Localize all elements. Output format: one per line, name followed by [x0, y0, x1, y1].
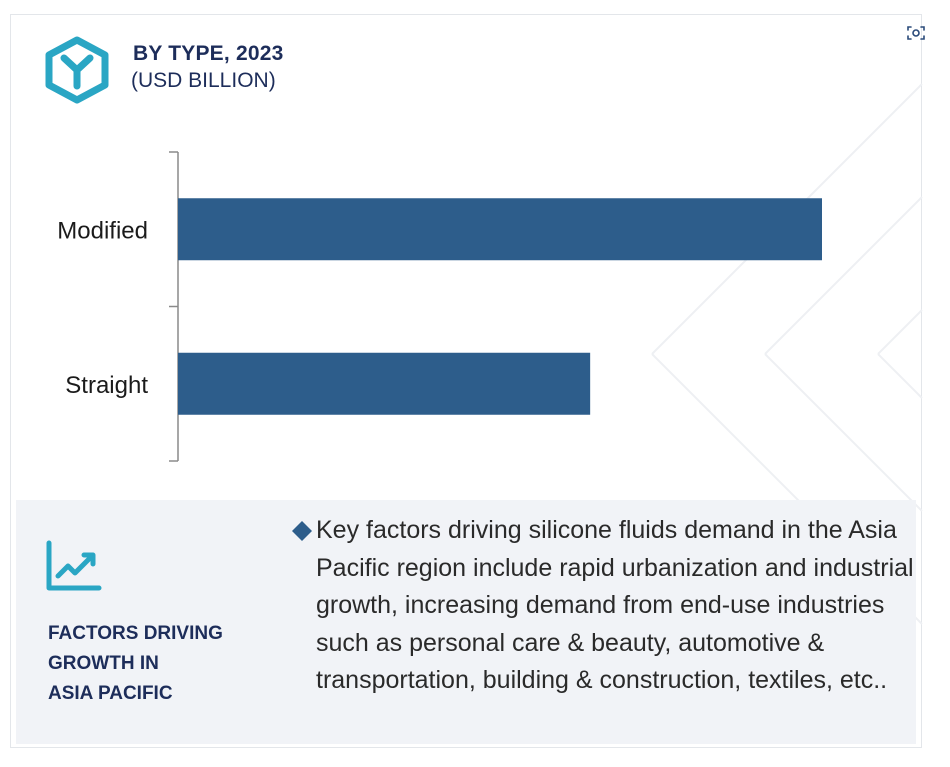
- growth-heading-line: GROWTH IN: [48, 653, 159, 674]
- chart-title: BY TYPE, 2023: [133, 42, 284, 65]
- info-panel: [16, 500, 916, 744]
- diamond-bullet-icon: [292, 521, 312, 541]
- chart-subtitle: (USD BILLION): [131, 69, 276, 92]
- category-label-straight: Straight: [65, 372, 148, 399]
- growth-heading-line: ASIA PACIFIC: [48, 683, 173, 704]
- category-label-modified: Modified: [57, 217, 148, 244]
- category-labels: Modified Straight: [57, 217, 148, 399]
- bar-chart: Modified Straight: [57, 151, 822, 462]
- growth-heading-line: FACTORS DRIVING: [48, 623, 223, 644]
- hexagon-y-icon: [45, 36, 109, 104]
- bars: [178, 198, 822, 415]
- bar-straight: [178, 352, 591, 415]
- bar-modified: [178, 198, 822, 261]
- focus-expand-icon[interactable]: [902, 21, 930, 45]
- growth-chart-icon: [46, 540, 102, 591]
- growth-description: Key factors driving silicone fluids dema…: [316, 516, 914, 694]
- category-axis: [169, 151, 179, 462]
- growth-heading: FACTORS DRIVING GROWTH IN ASIA PACIFIC: [48, 619, 223, 709]
